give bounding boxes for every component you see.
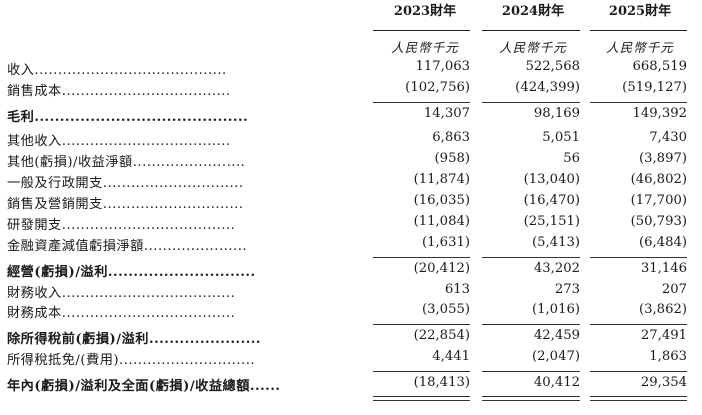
row-label: 所得稅抵免/(費用)............................. (7, 353, 256, 368)
row-label: 除所得稅前(虧損)/溢利...................... (7, 332, 261, 347)
value-2024: (16,470) (523, 193, 580, 208)
value-2023: (22,854) (413, 328, 470, 343)
subtotal-rule (482, 324, 580, 325)
subtotal-rule (590, 324, 687, 325)
table-row: 財務成本....................................… (0, 302, 702, 322)
value-2023: (1,631) (421, 235, 470, 250)
value-2024: 5,051 (542, 130, 580, 145)
value-2025: 149,392 (632, 106, 687, 121)
header-rule (590, 30, 687, 31)
value-2023: 6,863 (432, 130, 470, 145)
row-label: 一般及行政開支.............................. (7, 176, 244, 191)
value-2025: (6,484) (638, 235, 687, 250)
column-header-2024: 2024財年 (501, 4, 565, 19)
value-2025: 31,146 (640, 261, 687, 276)
value-2023: (20,412) (413, 261, 470, 276)
value-2023: 14,307 (423, 106, 470, 121)
subtotal-rule (590, 257, 687, 258)
table-row: 年內(虧損)/溢利及全面(虧損)/收益總額...... (18,413) 40,… (0, 375, 702, 395)
header-rule (482, 30, 580, 31)
value-2023: (102,756) (405, 80, 470, 95)
value-2025: 27,491 (640, 328, 687, 343)
value-2024: 98,169 (533, 106, 580, 121)
row-label: 其他(虧損)/收益淨額........................ (7, 155, 246, 170)
value-2024: (25,151) (523, 214, 580, 229)
total-double-rule (373, 396, 470, 401)
row-label: 銷售及營銷開支.............................. (7, 197, 244, 212)
subtotal-rule (590, 371, 687, 372)
value-2023: 117,063 (415, 59, 470, 74)
value-2024: (424,399) (515, 80, 580, 95)
row-label: 年內(虧損)/溢利及全面(虧損)/收益總額...... (7, 379, 281, 394)
value-2025: (3,897) (638, 151, 687, 166)
row-label: 經營(虧損)/溢利............................. (7, 265, 256, 280)
table-row: 一般及行政開支.............................. (1… (0, 172, 702, 192)
value-2025: (519,127) (622, 80, 687, 95)
value-2024: (13,040) (523, 172, 580, 187)
subtotal-rule (482, 371, 580, 372)
value-2025: (50,793) (630, 214, 687, 229)
column-header-2023: 2023財年 (393, 4, 457, 19)
table-row: 收入......................................… (0, 59, 702, 79)
value-2024: 42,459 (533, 328, 580, 343)
value-2025: (46,802) (630, 172, 687, 187)
value-2023: (11,874) (413, 172, 470, 187)
table-row: 銷售及營銷開支.............................. (1… (0, 193, 702, 213)
subtotal-rule (373, 257, 470, 258)
value-2025: 207 (661, 282, 687, 297)
subtotal-rule (482, 257, 580, 258)
value-2023: (16,035) (413, 193, 470, 208)
value-2024: (5,413) (531, 235, 580, 250)
row-label: 其他收入.................................... (7, 134, 231, 149)
value-2025: (17,700) (630, 193, 687, 208)
row-label: 財務收入....................................… (7, 286, 236, 301)
unit-label-2023: 人民幣千元 (391, 40, 459, 55)
value-2024: 273 (554, 282, 580, 297)
row-label: 財務成本....................................… (7, 306, 236, 321)
value-2024: 522,568 (525, 59, 580, 74)
value-2024: 40,412 (533, 375, 580, 390)
row-label: 研發開支....................................… (7, 218, 236, 233)
table-row: 毛利......................................… (0, 106, 702, 126)
table-row: 財務收入....................................… (0, 282, 702, 302)
row-label: 金融資產減值虧損淨額...................... (7, 239, 248, 254)
value-2024: (2,047) (531, 349, 580, 364)
value-2023: 613 (444, 282, 470, 297)
value-2025: 29,354 (640, 375, 687, 390)
row-label: 收入......................................… (7, 63, 227, 78)
value-2025: (3,862) (638, 302, 687, 317)
table-row: 所得稅抵免/(費用)............................. … (0, 349, 702, 369)
table-row: 其他收入....................................… (0, 130, 702, 150)
value-2023: (958) (434, 151, 470, 166)
value-2024: (1,016) (531, 302, 580, 317)
value-2024: 56 (563, 151, 580, 166)
value-2025: 7,430 (649, 130, 687, 145)
total-double-rule (482, 396, 580, 401)
subtotal-rule (373, 371, 470, 372)
unit-label-2025: 人民幣千元 (606, 40, 674, 55)
subtotal-rule (373, 102, 470, 103)
table-row: 經營(虧損)/溢利............................. (… (0, 261, 702, 281)
value-2025: 668,519 (632, 59, 687, 74)
row-label: 銷售成本.................................... (7, 84, 231, 99)
value-2025: 1,863 (649, 349, 687, 364)
value-2023: (18,413) (413, 375, 470, 390)
value-2024: 43,202 (533, 261, 580, 276)
subtotal-rule (482, 102, 580, 103)
subtotal-rule (373, 324, 470, 325)
value-2023: (3,055) (421, 302, 470, 317)
header-rule (373, 30, 470, 31)
row-label: 毛利......................................… (7, 110, 249, 125)
value-2023: 4,441 (432, 349, 470, 364)
unit-label-2024: 人民幣千元 (499, 40, 567, 55)
value-2023: (11,084) (413, 214, 470, 229)
table-row: 研發開支....................................… (0, 214, 702, 234)
total-double-rule (590, 396, 687, 401)
table-row: 其他(虧損)/收益淨額........................ (958… (0, 151, 702, 171)
table-row: 銷售成本....................................… (0, 80, 702, 100)
table-row: 除所得稅前(虧損)/溢利...................... (22,8… (0, 328, 702, 348)
subtotal-rule (590, 102, 687, 103)
column-header-2025: 2025財年 (608, 4, 672, 19)
table-row: 金融資產減值虧損淨額...................... (1,631)… (0, 235, 702, 255)
